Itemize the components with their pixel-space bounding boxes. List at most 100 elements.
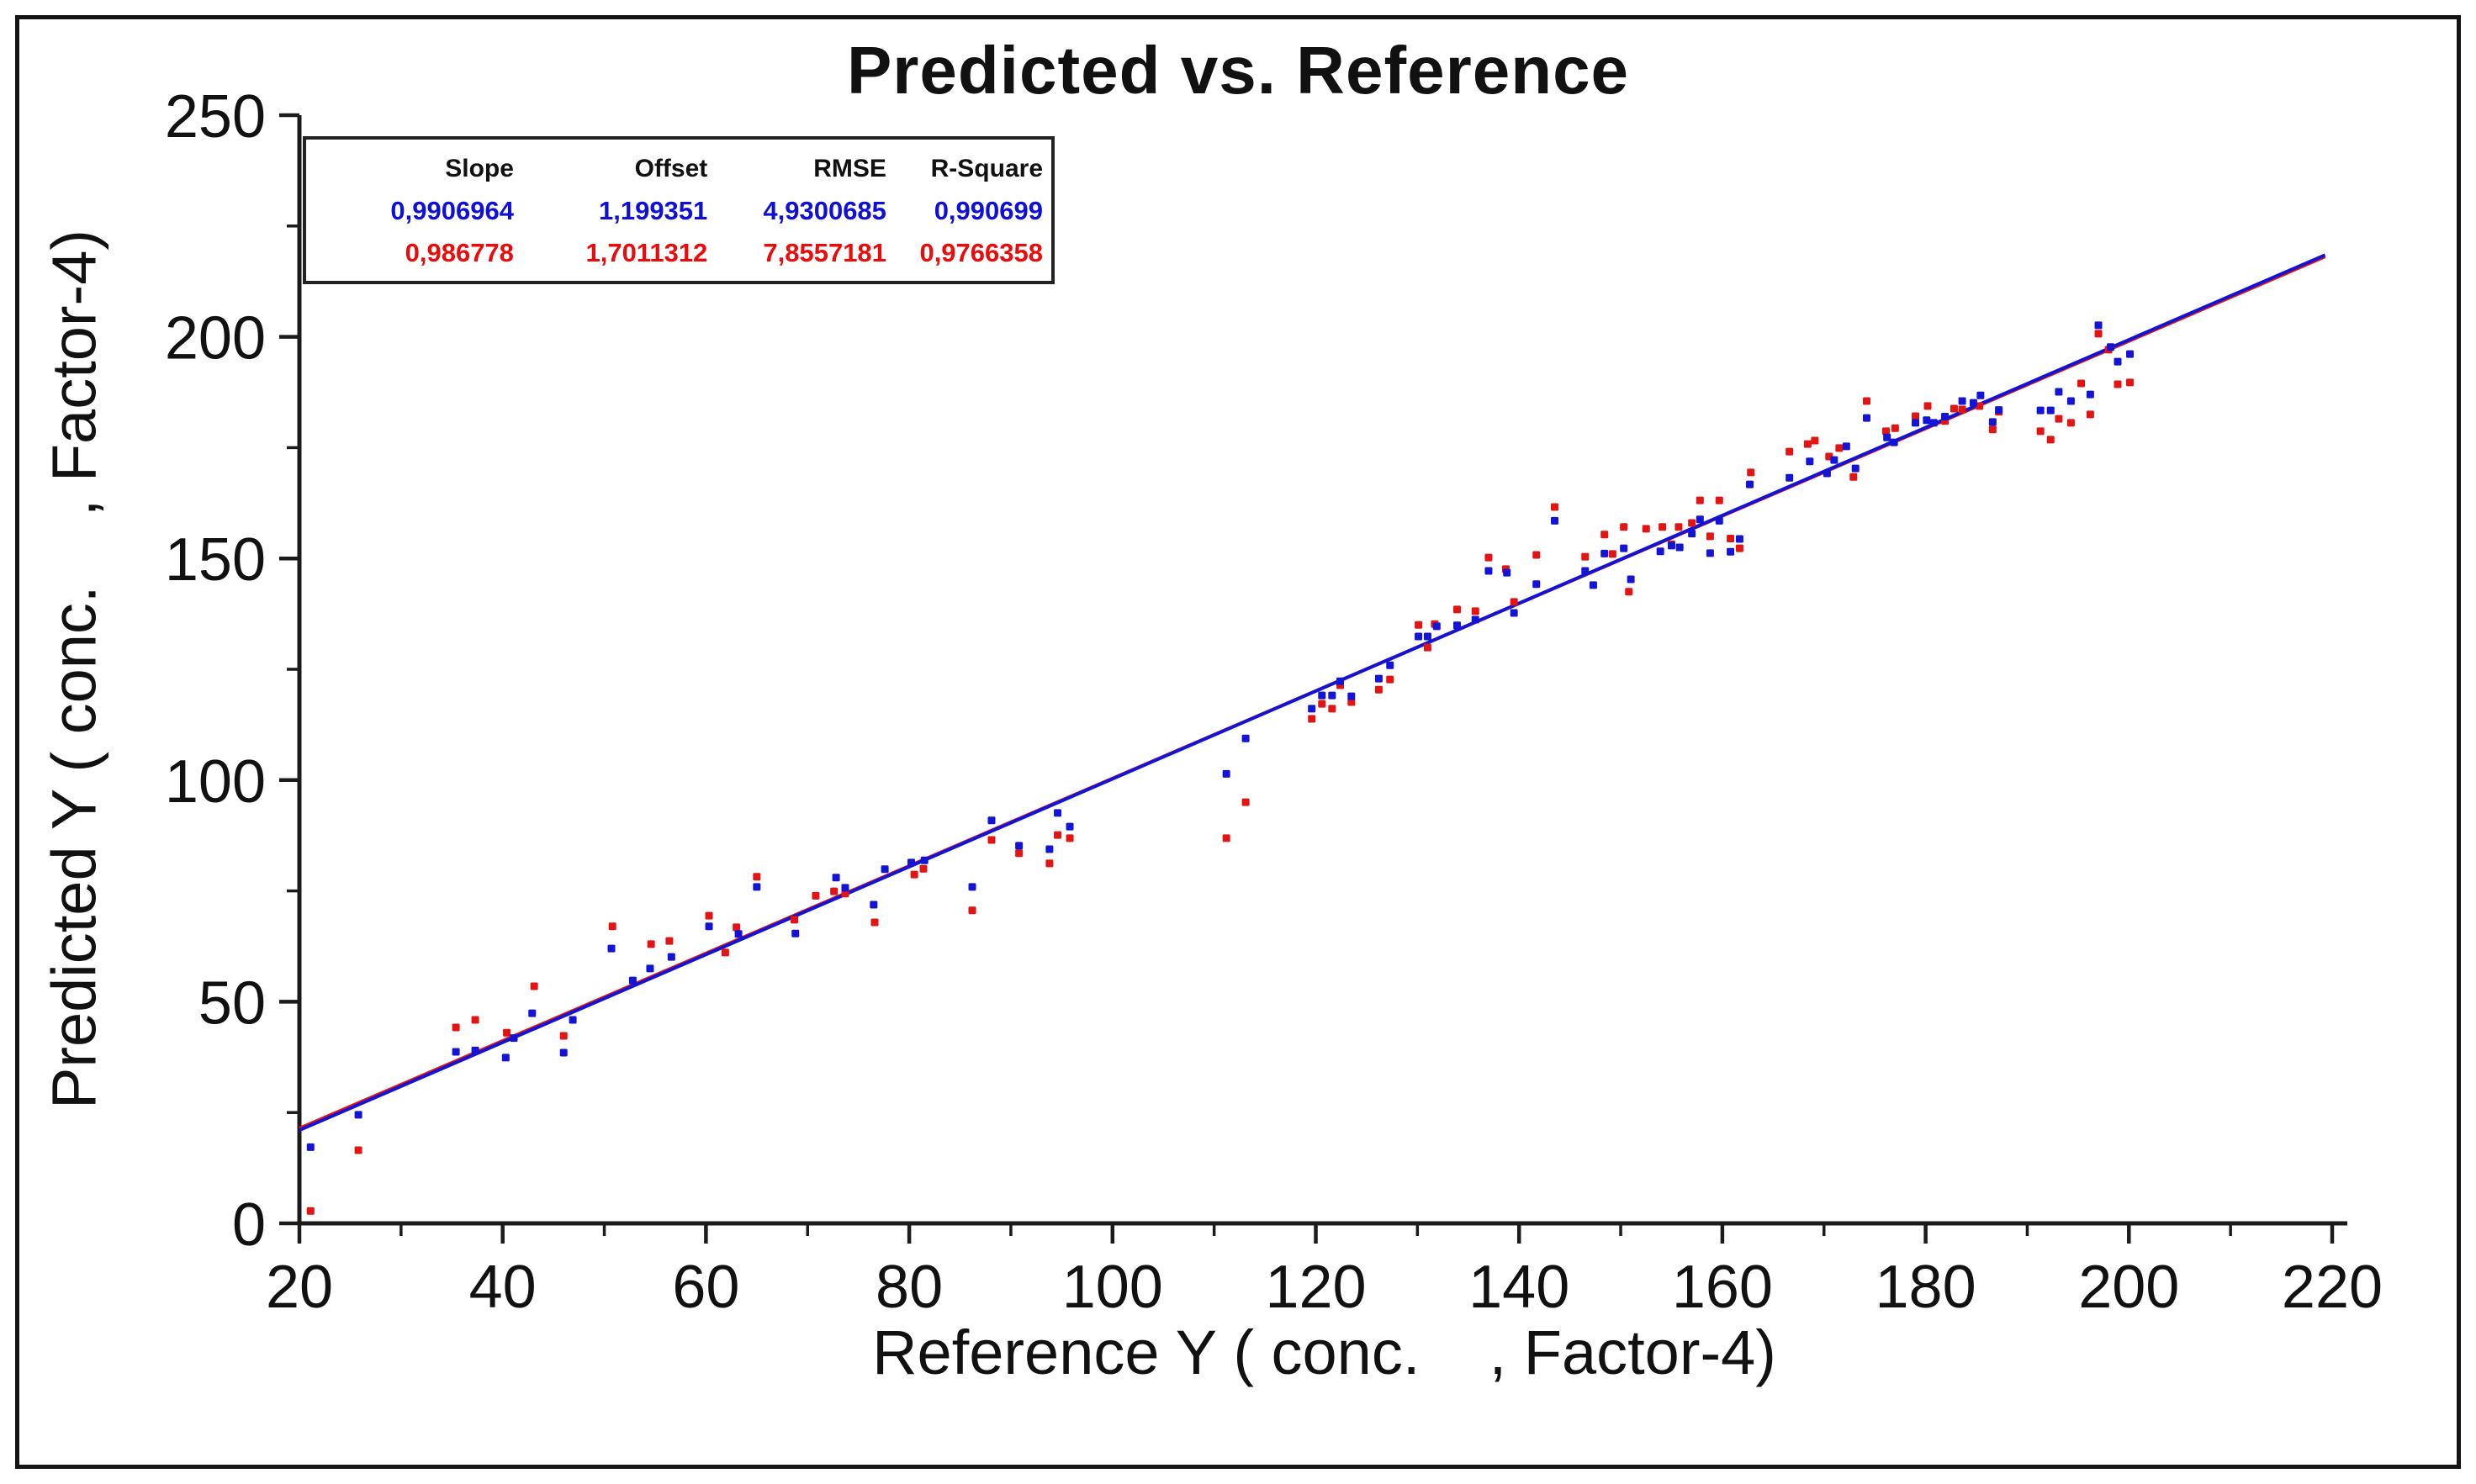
data-point-red	[354, 1146, 362, 1154]
data-point-blue	[1308, 705, 1316, 713]
data-point-red	[1620, 523, 1628, 531]
stats-row-red: 0,986778 1,7011312 7,8557181 0,9766358	[306, 232, 1051, 274]
data-point-blue	[1912, 419, 1920, 427]
data-point-blue	[2094, 321, 2103, 330]
data-point-blue	[628, 976, 637, 985]
data-point-red	[968, 906, 976, 915]
data-point-blue	[528, 1009, 537, 1017]
stats-header-offset: Offset	[634, 155, 708, 182]
x-axis-title: Reference Y ( conc. , Factor-4)	[872, 1318, 1776, 1387]
data-point-blue	[1532, 580, 1541, 589]
data-point-red	[1950, 404, 1958, 413]
data-point-red	[1696, 496, 1704, 504]
data-point-red	[1786, 447, 1794, 456]
scatter-series-red	[306, 330, 2135, 1215]
figure-border	[15, 15, 2461, 1469]
data-point-red	[1308, 715, 1316, 723]
data-point-red	[530, 982, 538, 990]
data-point-blue	[920, 856, 928, 864]
data-point-blue	[1054, 809, 1062, 817]
data-point-blue	[1015, 842, 1024, 850]
data-point-red	[1423, 643, 1431, 652]
data-point-blue	[2086, 390, 2094, 399]
stats-value: 4,9300685	[763, 196, 886, 225]
data-point-blue	[1727, 547, 1735, 556]
stats-row-blue: 0,9906964 1,199351 4,9300685 0,990699	[306, 190, 1051, 232]
data-point-blue	[870, 900, 878, 909]
data-point-red	[910, 870, 918, 879]
data-point-blue	[2046, 406, 2055, 415]
data-point-red	[608, 922, 616, 931]
data-point-blue	[1374, 674, 1383, 683]
data-point-blue	[1890, 438, 1898, 446]
data-point-blue	[452, 1048, 460, 1056]
data-point-blue	[2126, 350, 2135, 358]
data-point-blue	[1667, 541, 1675, 550]
data-point-blue	[1969, 399, 1977, 407]
data-point-blue	[569, 1016, 577, 1024]
data-point-blue	[1988, 418, 1997, 426]
data-point-red	[1803, 440, 1812, 448]
x-tick-label: 60	[672, 1254, 739, 1321]
data-point-red	[2126, 378, 2135, 387]
data-point-red	[1863, 397, 1871, 405]
x-tick-label: 120	[1265, 1254, 1366, 1321]
data-point-blue	[2114, 357, 2122, 366]
data-point-blue	[1066, 822, 1074, 831]
data-point-red	[1318, 700, 1326, 708]
data-point-blue	[791, 929, 800, 937]
data-point-blue	[1823, 469, 1831, 478]
data-point-blue	[1929, 419, 1938, 427]
data-point-red	[870, 918, 879, 927]
data-point-blue	[2107, 343, 2115, 351]
y-tick-label: 150	[165, 526, 266, 594]
x-tick-label: 220	[2282, 1254, 2383, 1321]
data-point-red	[1241, 798, 1250, 806]
data-point-red	[647, 940, 655, 948]
data-point-blue	[1746, 480, 1754, 489]
data-point-red	[2046, 436, 2055, 444]
x-tick-label: 180	[1876, 1254, 1976, 1321]
blue-fit-regression-line	[299, 253, 2326, 1133]
data-point-red	[1600, 531, 1609, 539]
data-point-red	[306, 1207, 315, 1215]
y-tick-label: 100	[165, 748, 266, 816]
axis-ticks: 20 40 60 80 100 120 140 160 180 200 220 0 50 100 150 20…	[165, 83, 2383, 1321]
data-point-red	[1688, 519, 1696, 527]
data-point-red	[1811, 436, 1819, 445]
data-point-red	[2086, 410, 2094, 419]
data-point-red	[471, 1016, 479, 1024]
data-point-red	[987, 836, 996, 844]
x-tick-label: 100	[1062, 1254, 1163, 1321]
data-point-blue	[306, 1143, 315, 1151]
y-tick-label: 0	[232, 1191, 266, 1259]
stats-value: 7,8557181	[763, 238, 886, 267]
data-point-red	[1891, 424, 1899, 432]
data-point-blue	[1484, 567, 1493, 575]
data-point-red	[1054, 831, 1062, 839]
data-point-red	[753, 873, 761, 881]
data-point-red	[2066, 419, 2075, 427]
stats-header-rsquare: R-Square	[930, 155, 1043, 182]
data-point-red	[1510, 598, 1518, 606]
data-point-blue	[1241, 734, 1250, 742]
data-point-red	[452, 1023, 460, 1032]
data-point-blue	[510, 1034, 518, 1043]
stats-header-rmse: RMSE	[813, 155, 886, 182]
data-point-red	[1715, 496, 1723, 504]
data-point-blue	[1656, 547, 1664, 556]
data-point-blue	[2066, 397, 2075, 405]
data-point-red	[503, 1028, 511, 1037]
data-point-red	[1849, 473, 1858, 481]
x-tick-label: 200	[2078, 1254, 2179, 1321]
data-point-blue	[1415, 632, 1423, 641]
data-point-red	[1912, 412, 1920, 420]
data-point-red	[1747, 468, 1755, 477]
data-point-blue	[607, 944, 616, 953]
data-point-blue	[1675, 543, 1684, 552]
data-point-blue	[1627, 575, 1635, 584]
data-point-red	[1471, 607, 1479, 615]
data-point-blue	[832, 874, 840, 882]
y-axis-title: Predicted Y ( conc. , Factor-4)	[39, 229, 109, 1110]
